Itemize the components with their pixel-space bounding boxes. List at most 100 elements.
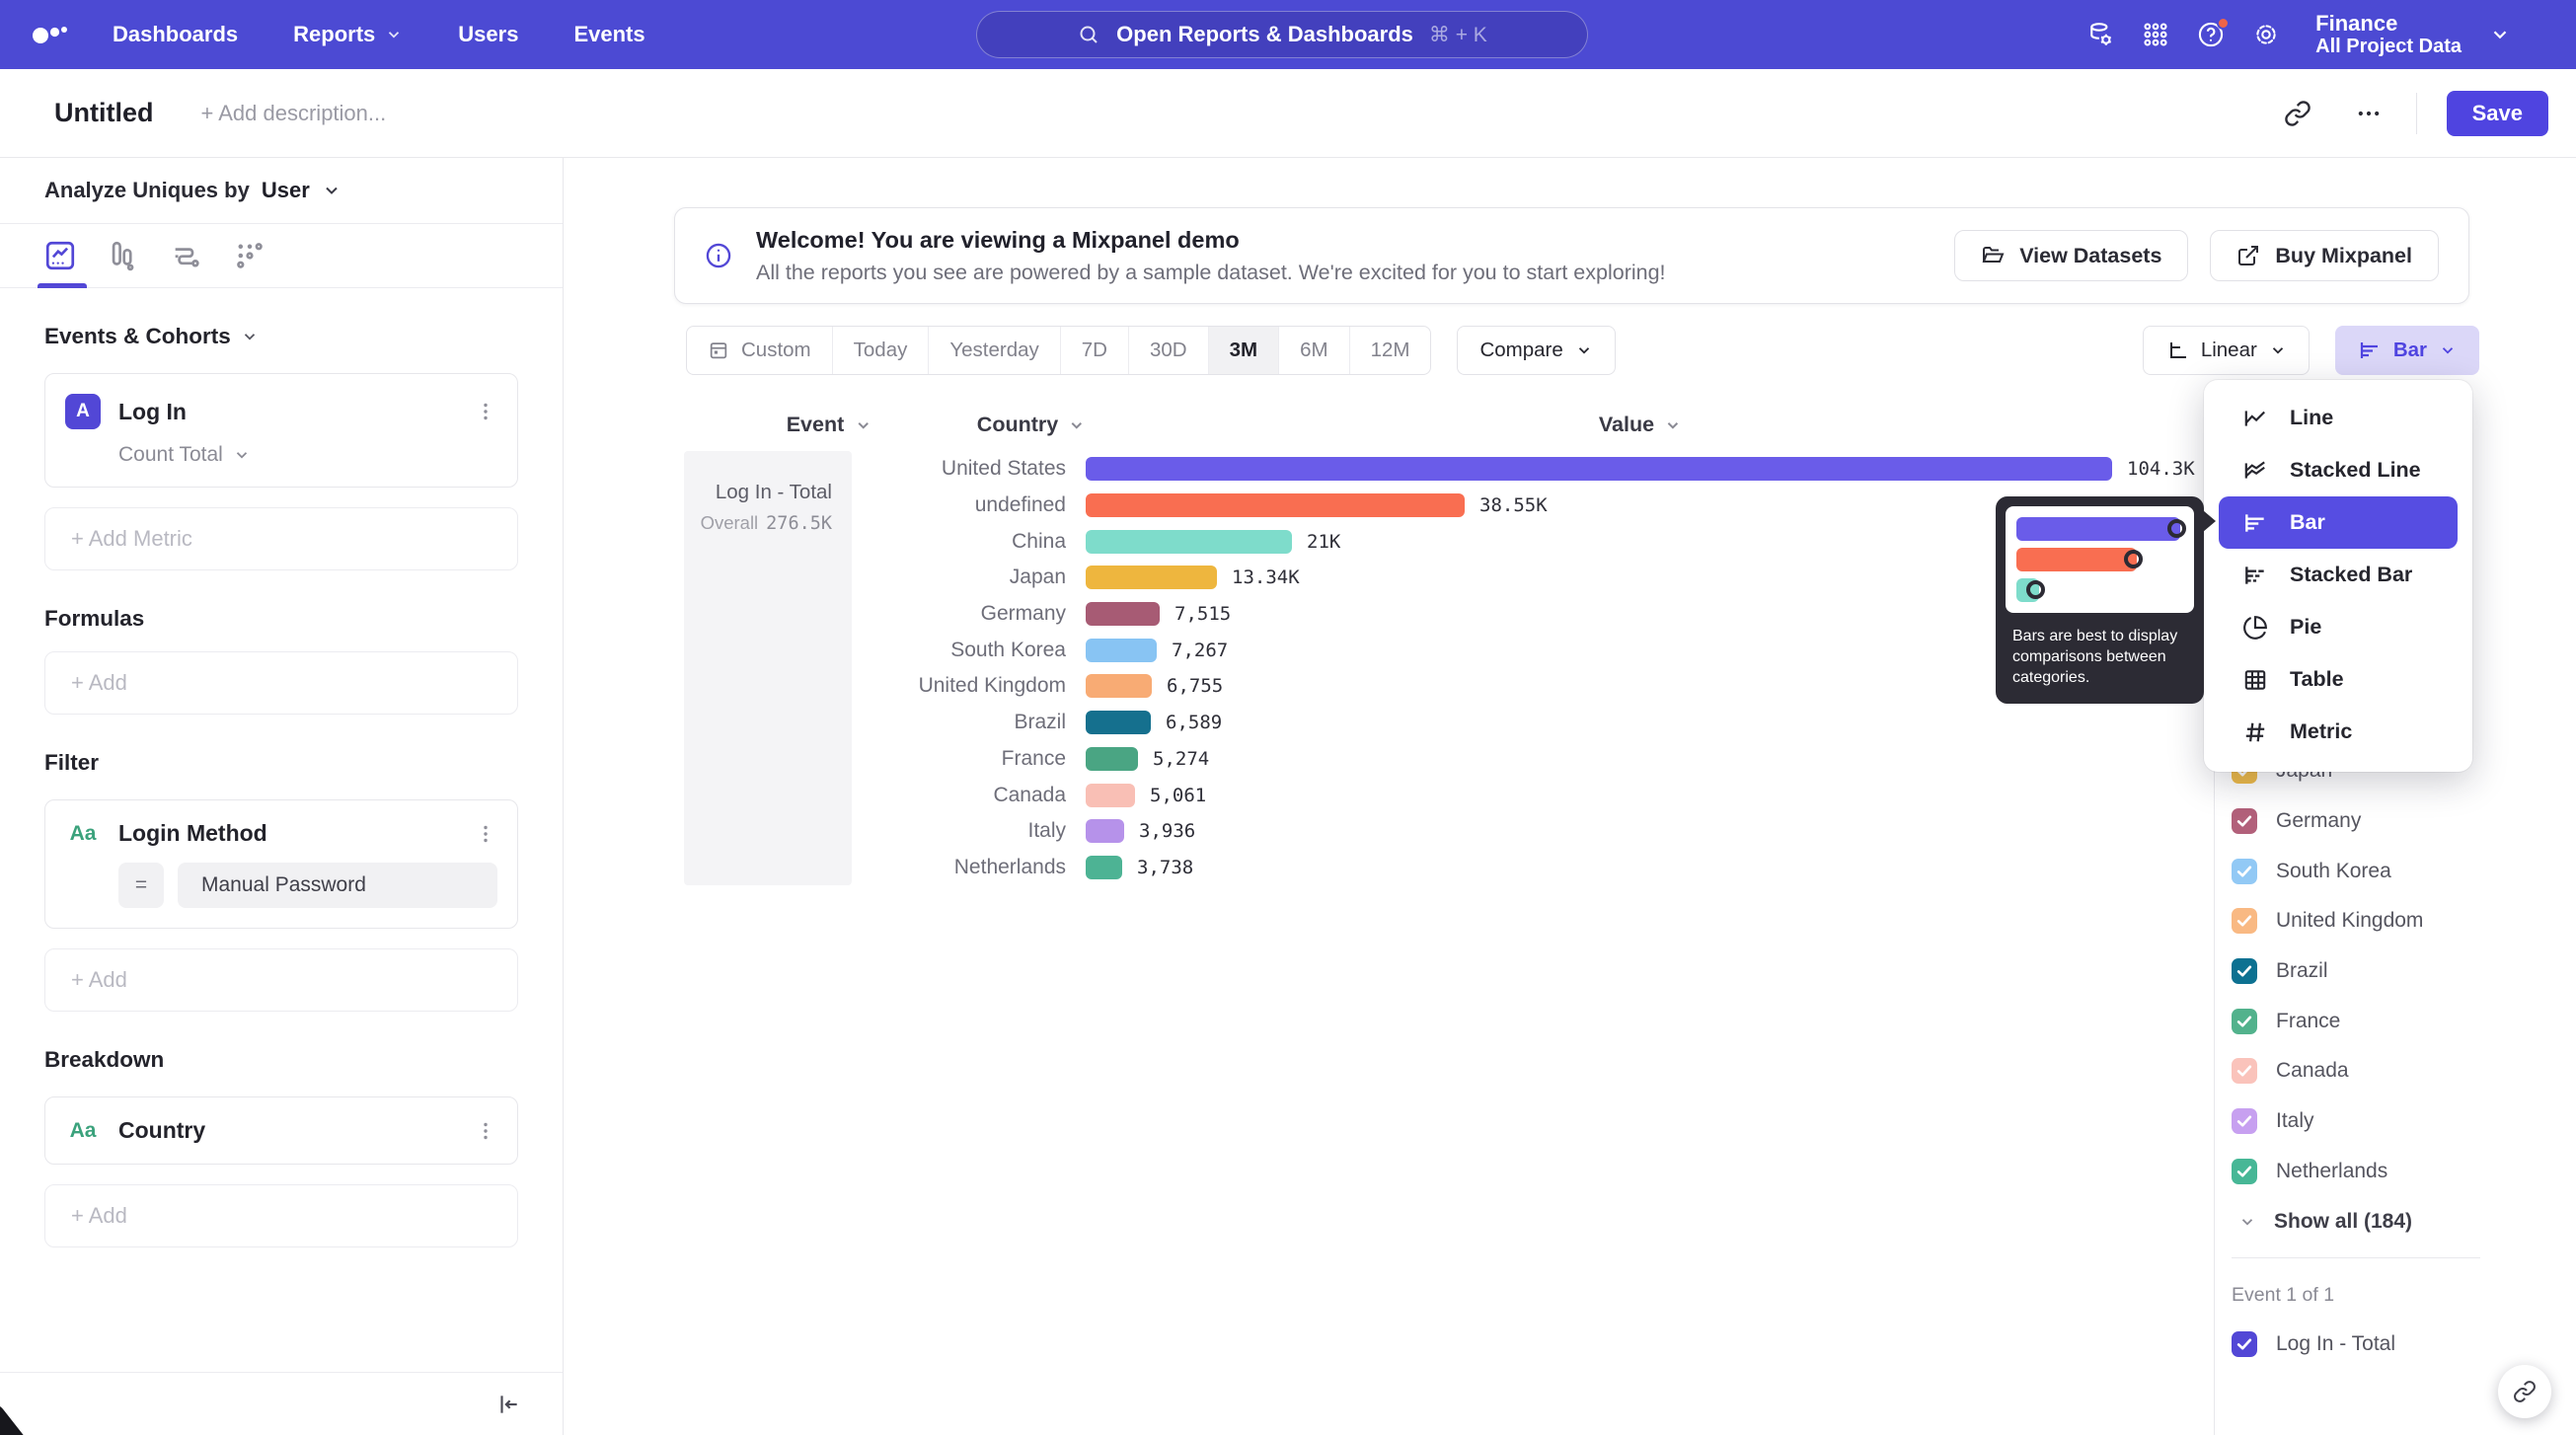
nav-item-users[interactable]: Users [458,22,518,47]
filter-property-name[interactable]: Login Method [118,820,267,846]
chart-type-tooltip: Bars are best to display comparisons bet… [1996,496,2216,705]
add-filter-button[interactable]: + Add [44,948,518,1012]
date-range-custom[interactable]: Custom [687,327,833,374]
search-bar[interactable]: Open Reports & Dashboards ⌘ + K [976,11,1588,58]
legend-checkbox[interactable] [2232,808,2257,835]
legend-item-italy[interactable]: Italy [2232,1096,2568,1147]
legend-checkbox[interactable] [2232,1058,2257,1085]
bar-segment[interactable] [1086,493,1465,518]
buy-mixpanel-button[interactable]: Buy Mixpanel [2210,230,2439,281]
divider [0,223,563,224]
kebab-menu-icon[interactable] [474,822,497,846]
bar-segment[interactable] [1086,819,1124,844]
event-series-name: Log In - Total [715,481,832,503]
chart-type-label: Bar [2392,339,2427,361]
legend-item-south-korea[interactable]: South Korea [2232,846,2568,896]
date-range-6m[interactable]: 6M [1279,327,1350,374]
menu-item-stacked-line[interactable]: Stacked Line [2219,444,2458,496]
legend-checkbox[interactable] [2232,1108,2257,1135]
nav-menu: Dashboards Reports Users Events [113,22,645,47]
legend-checkbox[interactable] [2232,1330,2257,1357]
chart-type-button[interactable]: Bar [2334,326,2479,375]
nav-item-reports[interactable]: Reports [293,22,403,47]
nav-item-events[interactable]: Events [573,22,644,47]
date-range-7d[interactable]: 7D [1061,327,1129,374]
country-column-header[interactable]: Country [977,413,1086,437]
scale-label: Linear [2200,339,2257,361]
bar-segment[interactable] [1086,457,2112,482]
bar-segment[interactable] [1086,855,1122,879]
event-column-header[interactable]: Event [787,413,872,437]
menu-item-line[interactable]: Line [2219,392,2458,444]
legend-checkbox[interactable] [2232,958,2257,985]
more-options-icon[interactable] [2355,100,2383,127]
legend-item-netherlands[interactable]: Netherlands [2232,1147,2568,1197]
date-range-yesterday[interactable]: Yesterday [929,327,1061,374]
save-button[interactable]: Save [2446,90,2548,136]
aggregation-selector[interactable]: Count Total [118,443,497,467]
bar-segment[interactable] [1086,529,1292,554]
view-datasets-button[interactable]: View Datasets [1954,230,2189,281]
bar-segment[interactable] [1086,602,1160,627]
value-column-header[interactable]: Value [1599,413,1682,437]
metric-event-name[interactable]: Log In [118,398,187,424]
date-range-today[interactable]: Today [833,327,930,374]
bar-segment[interactable] [1086,674,1152,699]
bar-segment[interactable] [1086,711,1151,735]
menu-item-bar[interactable]: Bar [2219,496,2458,549]
mixpanel-logo[interactable] [30,18,73,51]
event-total-cell[interactable]: Log In - Total Overall 276.5K [684,451,852,885]
tab-flows-icon[interactable] [170,239,203,272]
scale-selector-button[interactable]: Linear [2142,326,2310,375]
kebab-menu-icon[interactable] [474,400,497,423]
legend-checkbox[interactable] [2232,858,2257,884]
date-range-12m[interactable]: 12M [1350,327,1431,374]
tab-insights-icon[interactable] [43,239,77,272]
kebab-menu-icon[interactable] [474,1119,497,1143]
bar-segment[interactable] [1086,783,1135,807]
compare-button[interactable]: Compare [1457,326,1616,375]
add-metric-button[interactable]: + Add Metric [44,507,518,570]
apps-grid-icon[interactable] [2142,21,2169,48]
add-formula-button[interactable]: + Add [44,651,518,715]
bar-segment[interactable] [1086,746,1138,771]
filter-operator-chip[interactable]: = [118,863,164,908]
events-cohorts-heading[interactable]: Events & Cohorts [44,324,518,349]
legend-checkbox[interactable] [2232,1158,2257,1184]
legend-item-france[interactable]: France [2232,996,2568,1046]
menu-item-table[interactable]: Table [2219,653,2458,706]
breakdown-property-name[interactable]: Country [118,1117,206,1143]
filter-value-chip[interactable]: Manual Password [178,863,497,908]
menu-item-pie[interactable]: Pie [2219,601,2458,653]
share-link-button[interactable] [2498,1365,2551,1418]
date-range-3m[interactable]: 3M [1208,327,1280,374]
add-breakdown-button[interactable]: + Add [44,1184,518,1247]
legend-item-brazil[interactable]: Brazil [2232,946,2568,997]
page-title[interactable]: Untitled [54,98,154,127]
tab-retention-icon[interactable] [233,239,266,272]
tab-funnels-icon[interactable] [107,239,140,272]
bar-segment[interactable] [1086,638,1157,662]
project-switcher[interactable]: Finance All Project Data [2315,11,2462,58]
collapse-sidebar-icon[interactable] [495,1392,521,1417]
legend-item-canada[interactable]: Canada [2232,1046,2568,1096]
legend-checkbox[interactable] [2232,1008,2257,1034]
analyze-uniques-row: Analyze Uniques by User [0,158,563,223]
menu-item-metric[interactable]: Metric [2219,706,2458,758]
analyze-value-selector[interactable]: User [261,178,310,202]
bar-segment[interactable] [1086,566,1217,590]
legend-checkbox[interactable] [2232,908,2257,935]
nav-item-dashboards[interactable]: Dashboards [113,22,238,47]
show-all-toggle[interactable]: Show all (184) [2232,1196,2568,1247]
legend-item-germany[interactable]: Germany [2232,796,2568,847]
data-gear-icon[interactable] [2086,21,2114,48]
help-icon[interactable] [2197,17,2231,48]
add-description-field[interactable]: + Add description... [200,100,387,125]
menu-item-stacked-bar[interactable]: Stacked Bar [2219,549,2458,601]
settings-gear-icon[interactable] [2252,21,2280,48]
legend-item-united-kingdom[interactable]: United Kingdom [2232,896,2568,946]
date-range-30d[interactable]: 30D [1129,327,1209,374]
legend-item-log-in-total[interactable]: Log In - Total [2232,1319,2568,1369]
link-icon[interactable] [2284,100,2311,127]
